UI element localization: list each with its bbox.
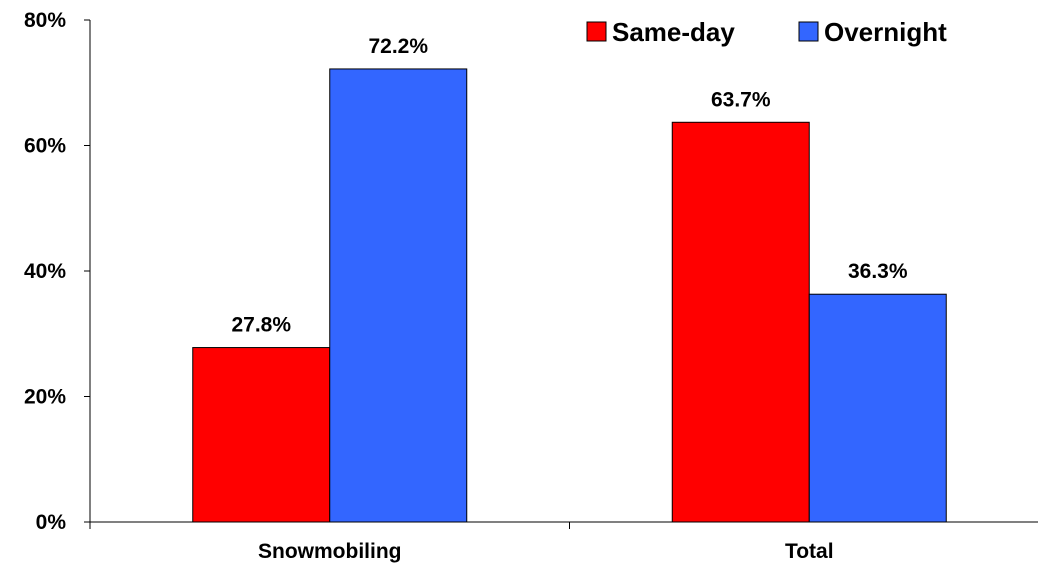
x-category-label: Total: [785, 540, 834, 563]
bar-same-day-snowmobiling: [192, 347, 331, 523]
y-tick-label: 0%: [36, 511, 67, 534]
bar-overnight-total: [808, 293, 947, 523]
x-axis: Snowmobiling Total: [89, 521, 1038, 563]
data-label: 27.8%: [231, 314, 291, 337]
data-label: 63.7%: [711, 88, 771, 111]
x-category-label: Snowmobiling: [258, 540, 401, 563]
bar-same-day-total: [671, 121, 810, 523]
data-labels: 27.8% 72.2% 63.7% 36.3%: [231, 35, 907, 337]
bars: [192, 68, 947, 523]
legend-label: Overnight: [824, 17, 947, 47]
y-tick-label: 60%: [24, 135, 66, 158]
legend-swatch-overnight: [798, 21, 819, 42]
bar-overnight-snowmobiling: [329, 68, 468, 523]
legend-swatch-same-day: [586, 21, 607, 42]
data-label: 36.3%: [848, 260, 908, 283]
y-tick-label: 40%: [24, 260, 66, 283]
data-label: 72.2%: [368, 35, 428, 58]
y-tick-label: 20%: [24, 386, 66, 409]
legend-label: Same-day: [612, 17, 735, 47]
y-tick-label: 80%: [24, 9, 66, 32]
legend: Same-day Overnight: [586, 17, 947, 47]
y-axis: 0% 20% 40% 60% 80%: [24, 9, 91, 534]
